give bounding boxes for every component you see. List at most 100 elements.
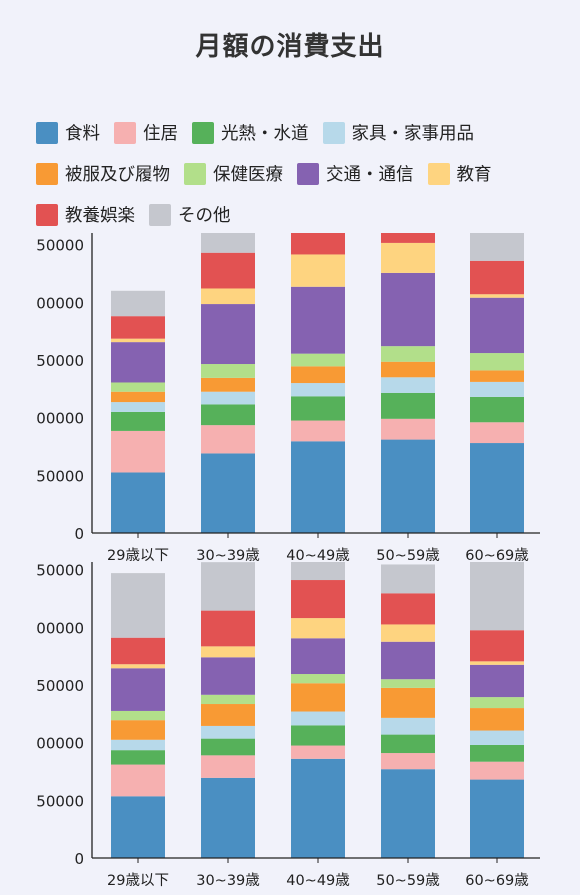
- y-tick-label: 00000: [36, 410, 84, 428]
- legend-item-recreation: 教養娯楽: [36, 202, 135, 227]
- bar-segment: [381, 439, 435, 533]
- bar-segment: [470, 708, 524, 731]
- legend-label: 交通・通信: [326, 165, 414, 185]
- bar-segment: [381, 361, 435, 378]
- bar-segment: [291, 420, 345, 442]
- bar-segment: [201, 425, 255, 454]
- bar-segment: [470, 443, 524, 533]
- bar-segment: [291, 254, 345, 287]
- x-tick-label: 30~39歳: [196, 872, 260, 889]
- bar-segment: [470, 664, 524, 698]
- x-tick-label: 50~59歳: [376, 547, 440, 564]
- bar-segment: [381, 233, 435, 243]
- bar-segment: [291, 441, 345, 533]
- bar-segment: [381, 224, 435, 230]
- bar-segment: [470, 730, 524, 745]
- legend-label: 食料: [65, 124, 100, 144]
- bar-segment: [111, 573, 165, 638]
- bar-segment: [291, 286, 345, 354]
- bar-segment: [201, 304, 255, 365]
- x-tick-label: 30~39歳: [196, 547, 260, 564]
- y-tick-label: 0: [74, 850, 84, 868]
- bar-segment: [291, 396, 345, 421]
- y-tick-label: 00000: [36, 735, 84, 753]
- y-tick-label: 50000: [36, 792, 84, 810]
- bar-segment: [470, 761, 524, 780]
- legend-swatch: [114, 121, 136, 144]
- bar-segment: [111, 739, 165, 751]
- bar-segment: [470, 297, 524, 354]
- legend-item-other: その他: [149, 202, 231, 227]
- bar-segment: [381, 377, 435, 393]
- bar-segment: [111, 764, 165, 797]
- bar-segment: [111, 316, 165, 339]
- bar-segment: [201, 391, 255, 405]
- bar-segment: [111, 290, 165, 317]
- bar-segment: [291, 758, 345, 858]
- bar-segment: [470, 381, 524, 397]
- bar-segment: [111, 668, 165, 711]
- bar-segment: [381, 624, 435, 642]
- bar-segment: [111, 710, 165, 721]
- bar-segment: [381, 242, 435, 273]
- bar-segment: [201, 657, 255, 695]
- y-tick-label: 00000: [36, 294, 84, 312]
- bar-segment: [111, 338, 165, 343]
- y-tick-label: 50000: [36, 562, 84, 580]
- legend-swatch: [36, 203, 58, 226]
- bar-segment: [111, 637, 165, 665]
- legend-swatch: [427, 162, 450, 185]
- legend-item-housing: 住居: [114, 120, 178, 145]
- bar-segment: [111, 430, 165, 473]
- legend-swatch: [184, 162, 206, 185]
- bar-segment: [291, 562, 345, 581]
- bar-segment: [470, 422, 524, 444]
- x-tick-label: 60~69歳: [465, 872, 529, 889]
- bar-segment: [381, 769, 435, 858]
- legend-item-food: 食料: [36, 120, 100, 145]
- y-tick-label: 50000: [36, 467, 84, 485]
- bar-segment: [111, 342, 165, 383]
- bar-segment: [201, 777, 255, 858]
- bar-segment: [111, 720, 165, 740]
- bar-segment: [111, 796, 165, 858]
- bar-segment: [470, 353, 524, 371]
- x-tick-label: 40~49歳: [286, 872, 350, 889]
- legend-label: 家具・家事用品: [351, 124, 475, 144]
- bar-segment: [201, 610, 255, 647]
- legend-item-education: 教育: [427, 161, 492, 186]
- bar-segment: [381, 392, 435, 419]
- bar-segment: [291, 618, 345, 639]
- bar-segment: [470, 630, 524, 662]
- bar-segment: [291, 711, 345, 726]
- bar-segment: [111, 402, 165, 412]
- bar-segment: [470, 370, 524, 382]
- x-tick-label: 50~59歳: [376, 872, 440, 889]
- bar-segment: [291, 683, 345, 712]
- bar-segment: [201, 694, 255, 705]
- chart-title: 月額の消費支出: [195, 32, 385, 62]
- bar-segment: [111, 382, 165, 392]
- bar-segment: [201, 646, 255, 658]
- y-tick-label: 50000: [36, 352, 84, 370]
- legend-item-furniture: 家具・家事用品: [322, 120, 475, 145]
- bar-segment: [111, 664, 165, 669]
- bar-segment: [291, 215, 345, 231]
- x-tick-label: 40~49歳: [286, 547, 350, 564]
- bar-segment: [291, 580, 345, 619]
- legend-label: その他: [178, 206, 231, 226]
- legend-label: 被服及び履物: [65, 165, 170, 185]
- bar-segment: [291, 638, 345, 675]
- bar-segment: [291, 383, 345, 397]
- legend-item-utilities: 光熱・水道: [192, 120, 309, 145]
- legend-label: 教育: [456, 165, 492, 185]
- bar-segment: [470, 562, 524, 631]
- x-tick-label: 60~69歳: [465, 547, 529, 564]
- legend-swatch: [322, 121, 345, 144]
- bar-segment: [201, 364, 255, 378]
- bar-segment: [111, 411, 165, 431]
- bar-segment: [470, 260, 524, 295]
- bar-segment: [381, 687, 435, 718]
- y-tick-label: 50000: [36, 677, 84, 695]
- legend-row: 教養娯楽 その他: [36, 194, 556, 235]
